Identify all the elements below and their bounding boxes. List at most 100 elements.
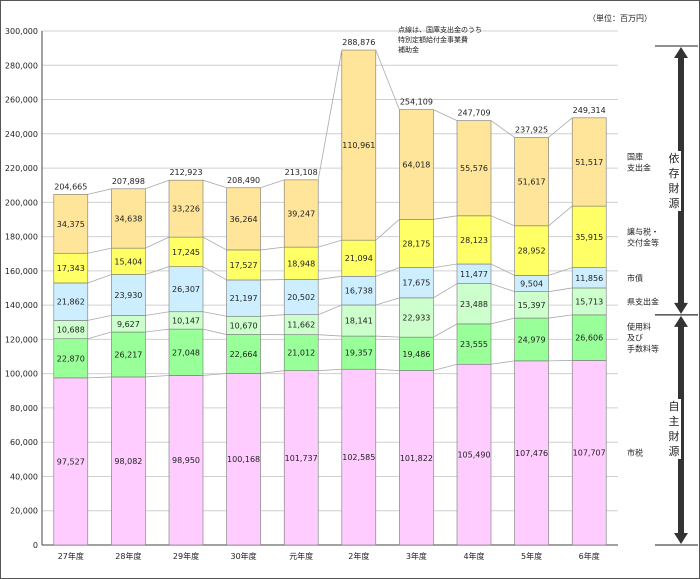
data-label-kenshishutsu: 22,933 bbox=[402, 314, 430, 323]
total-label: 208,490 bbox=[227, 176, 260, 185]
bar-segment-kokko bbox=[226, 187, 261, 251]
connector-line bbox=[433, 363, 458, 371]
connector-line bbox=[87, 247, 112, 254]
connector-line bbox=[260, 370, 285, 374]
y-tick-label: 200,000 bbox=[5, 198, 38, 207]
connector-line bbox=[318, 239, 342, 248]
data-label-shisai: 23,930 bbox=[114, 291, 142, 300]
connector-line bbox=[548, 267, 573, 276]
dependent-bracket-arrow-down bbox=[674, 302, 688, 314]
total-label: 213,108 bbox=[285, 168, 318, 177]
connector-line bbox=[318, 368, 342, 372]
y-tick-label: 80,000 bbox=[10, 404, 38, 413]
total-label: 247,709 bbox=[457, 109, 490, 118]
bar-segment-joyozei bbox=[168, 236, 204, 267]
bar-segment-shisai bbox=[283, 279, 319, 316]
connector-line bbox=[145, 179, 170, 190]
bar-segment-shiyoryo bbox=[226, 334, 261, 374]
total-label: 249,314 bbox=[573, 106, 606, 115]
data-label-shisai: 16,738 bbox=[345, 287, 373, 296]
bar-segment-joyozei bbox=[456, 215, 492, 265]
connector-line bbox=[548, 205, 573, 227]
y-tick-label: 280,000 bbox=[5, 61, 38, 70]
data-label-shiyoryo: 22,664 bbox=[230, 350, 258, 359]
y-tick-label: 40,000 bbox=[10, 472, 38, 481]
y-tick-label: 0 bbox=[33, 541, 38, 550]
y-tick-label: 300,000 bbox=[5, 27, 38, 36]
legend-label-kokko: 支出金 bbox=[627, 162, 651, 172]
bar-segment-kokko bbox=[283, 179, 319, 248]
legend-label-shisai: 市債 bbox=[627, 273, 643, 283]
connector-line bbox=[202, 372, 227, 376]
data-label-shiyoryo: 19,357 bbox=[345, 349, 373, 358]
data-label-joyozei: 17,245 bbox=[172, 248, 200, 257]
own-bracket-arrow-down bbox=[674, 533, 688, 544]
bar-segment-shiyoryo bbox=[53, 338, 89, 379]
data-label-kokko: 64,018 bbox=[402, 160, 430, 169]
data-label-shizei: 98,082 bbox=[114, 457, 142, 466]
connector-line bbox=[433, 323, 458, 338]
total-label: 288,876 bbox=[342, 38, 375, 47]
unit-label: （単位：百万円） bbox=[588, 14, 652, 23]
bar-segment-kokko bbox=[399, 109, 434, 220]
legend-label-shiyoryo: 使用料 bbox=[627, 322, 651, 332]
data-label-shisai: 11,477 bbox=[460, 270, 488, 279]
y-tick-label: 260,000 bbox=[5, 96, 38, 105]
x-tick-label: 元年度 bbox=[289, 551, 313, 561]
connector-line bbox=[548, 287, 573, 293]
bar-segment-kenshishutsu bbox=[456, 283, 492, 325]
connector-line bbox=[87, 331, 112, 340]
connector-line bbox=[202, 266, 227, 281]
x-tick-label: 30年度 bbox=[231, 551, 257, 561]
connector-line bbox=[145, 375, 170, 378]
data-label-kenshishutsu: 10,670 bbox=[230, 321, 258, 330]
bar-segment-kokko bbox=[514, 137, 549, 227]
data-label-shizei: 101,822 bbox=[400, 454, 433, 463]
data-label-kokko: 34,638 bbox=[114, 214, 142, 223]
note-line-2: 特別定額給付金事業費 bbox=[398, 36, 468, 44]
bar-segment-shisai bbox=[341, 276, 377, 306]
bar-segment-shizei bbox=[283, 370, 319, 546]
data-label-shiyoryo: 26,217 bbox=[114, 350, 142, 359]
connector-line bbox=[145, 266, 170, 275]
data-label-kenshishutsu: 15,397 bbox=[518, 301, 546, 310]
bar-segment-shiyoryo bbox=[571, 314, 607, 361]
data-label-kenshishutsu: 18,141 bbox=[345, 317, 373, 326]
bar-segment-kokko bbox=[53, 194, 89, 254]
connector-line bbox=[202, 311, 227, 317]
total-label: 254,109 bbox=[400, 98, 433, 107]
y-tick-label: 100,000 bbox=[5, 370, 38, 379]
y-tick-label: 180,000 bbox=[5, 233, 38, 242]
data-label-shisai: 21,197 bbox=[230, 294, 258, 303]
connector-line bbox=[375, 267, 400, 277]
legend-label-shiyoryo: 及び bbox=[627, 334, 643, 343]
y-tick-label: 60,000 bbox=[10, 438, 38, 447]
connector-line bbox=[490, 215, 515, 227]
connector-line bbox=[433, 109, 458, 121]
connector-line bbox=[375, 219, 400, 241]
bar-segment-shiyoryo bbox=[111, 331, 146, 378]
data-label-shizei: 107,476 bbox=[515, 449, 548, 458]
bar-segment-shiyoryo bbox=[341, 335, 377, 370]
connector-line bbox=[318, 304, 342, 316]
connector-line bbox=[87, 188, 112, 195]
data-label-shizei: 97,527 bbox=[57, 457, 85, 466]
total-label: 207,898 bbox=[112, 177, 145, 186]
legend-label-joyozei: 交付金等 bbox=[627, 237, 659, 247]
bar-segment-kenshishutsu bbox=[571, 287, 607, 316]
connector-line bbox=[145, 328, 170, 333]
total-label: 212,923 bbox=[169, 168, 202, 177]
data-label-shiyoryo: 26,606 bbox=[575, 334, 603, 343]
connector-line bbox=[490, 120, 515, 138]
connector-line bbox=[375, 297, 400, 306]
bar-segment-shisai bbox=[111, 274, 146, 316]
x-tick-label: 4年度 bbox=[463, 551, 484, 561]
data-label-kokko: 39,247 bbox=[287, 209, 315, 218]
bar-segment-shizei bbox=[341, 368, 377, 546]
connector-line bbox=[433, 263, 458, 268]
connector-line bbox=[548, 314, 573, 319]
connector-line bbox=[145, 311, 170, 316]
data-label-shizei: 102,585 bbox=[342, 453, 375, 462]
bar-segment-kenshishutsu bbox=[341, 304, 377, 337]
